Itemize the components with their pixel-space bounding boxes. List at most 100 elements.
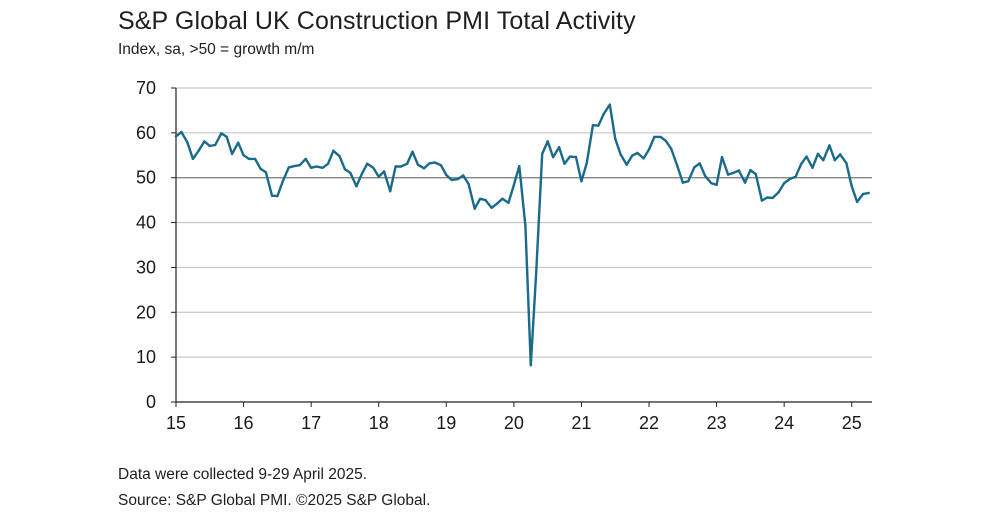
y-tick-label: 40 xyxy=(136,213,156,233)
data-point xyxy=(338,155,341,158)
data-point xyxy=(191,157,195,161)
data-point xyxy=(535,271,538,274)
x-tick-label: 16 xyxy=(234,413,254,433)
data-point xyxy=(186,141,189,144)
y-axis-tick-labels: 0 10 20 30 40 50 60 70 xyxy=(136,78,156,412)
data-point xyxy=(591,124,595,127)
data-point xyxy=(602,112,605,116)
data-point xyxy=(355,185,358,188)
data-point xyxy=(287,166,290,169)
x-tick-label: 22 xyxy=(639,413,659,433)
axes xyxy=(171,87,872,407)
data-point xyxy=(855,200,859,204)
data-point xyxy=(737,169,741,172)
data-point xyxy=(180,130,183,134)
data-point xyxy=(197,150,200,153)
data-point xyxy=(237,141,240,144)
data-point xyxy=(501,197,504,200)
x-tick-label: 20 xyxy=(504,413,524,433)
data-point xyxy=(366,162,369,165)
data-point xyxy=(242,154,245,157)
data-point xyxy=(512,183,516,187)
data-point xyxy=(349,171,352,174)
data-point xyxy=(681,181,684,184)
data-point xyxy=(816,152,820,156)
data-point xyxy=(811,166,814,169)
y-tick-label: 70 xyxy=(136,78,156,98)
data-point xyxy=(456,177,459,181)
data-point xyxy=(208,144,211,148)
chart-title: S&P Global UK Construction PMI Total Act… xyxy=(118,7,636,35)
data-point xyxy=(416,163,420,166)
data-point xyxy=(433,161,436,164)
x-tick-label: 18 xyxy=(369,413,389,433)
data-point xyxy=(372,166,375,169)
data-point xyxy=(473,207,476,210)
data-point xyxy=(411,150,414,153)
data-point xyxy=(557,146,561,149)
data-point xyxy=(326,162,330,165)
data-point xyxy=(828,144,831,147)
data-point xyxy=(788,177,791,181)
data-point xyxy=(580,180,583,183)
data-point xyxy=(693,166,696,169)
data-point xyxy=(726,173,730,176)
data-point xyxy=(507,201,510,204)
source-note: Source: S&P Global PMI. ©2025 S&P Global… xyxy=(118,492,431,509)
x-tick-label: 17 xyxy=(301,413,321,433)
data-point xyxy=(253,157,257,161)
data-point xyxy=(839,153,842,156)
data-point xyxy=(783,181,786,185)
data-point xyxy=(845,161,848,165)
data-point xyxy=(389,190,392,193)
data-point xyxy=(377,175,380,178)
data-point xyxy=(563,162,566,165)
data-point xyxy=(687,180,690,183)
data-point xyxy=(653,135,656,139)
data-point xyxy=(551,155,555,159)
data-point xyxy=(293,164,296,168)
data-point xyxy=(771,196,774,200)
data-point xyxy=(636,151,639,155)
data-point xyxy=(332,149,335,152)
x-tick-label: 15 xyxy=(166,413,186,433)
data-point xyxy=(298,164,301,167)
data-point xyxy=(574,155,578,159)
data-point xyxy=(647,148,651,151)
data-point xyxy=(230,152,234,156)
data-point xyxy=(462,174,465,177)
data-point xyxy=(715,183,718,187)
data-point xyxy=(422,167,426,170)
data-point xyxy=(642,157,645,160)
x-tick-label: 23 xyxy=(707,413,727,433)
data-point xyxy=(203,140,206,143)
data-point xyxy=(304,157,307,161)
data-point xyxy=(805,155,808,158)
data-point xyxy=(732,171,735,174)
data-point xyxy=(270,194,274,197)
data-point xyxy=(867,191,870,195)
data-point xyxy=(630,154,634,157)
data-point xyxy=(529,364,532,367)
data-point xyxy=(495,202,499,205)
data-point xyxy=(625,163,628,166)
data-point xyxy=(264,171,268,174)
data-point xyxy=(490,206,493,209)
data-point xyxy=(720,155,724,159)
data-point xyxy=(670,147,673,151)
data-point xyxy=(214,143,217,147)
chart-subtitle: Index, sa, >50 = growth m/m xyxy=(118,41,315,58)
data-point xyxy=(799,163,803,166)
data-point xyxy=(220,132,223,135)
x-tick-label: 21 xyxy=(571,413,591,433)
data-point xyxy=(399,165,403,168)
y-tick-label: 60 xyxy=(136,123,156,143)
series-lines xyxy=(174,103,870,367)
y-tick-label: 20 xyxy=(136,302,156,322)
data-point xyxy=(664,139,668,143)
data-point xyxy=(450,178,453,182)
data-point xyxy=(382,170,386,173)
y-tick-label: 50 xyxy=(136,168,156,188)
data-point xyxy=(833,159,836,162)
